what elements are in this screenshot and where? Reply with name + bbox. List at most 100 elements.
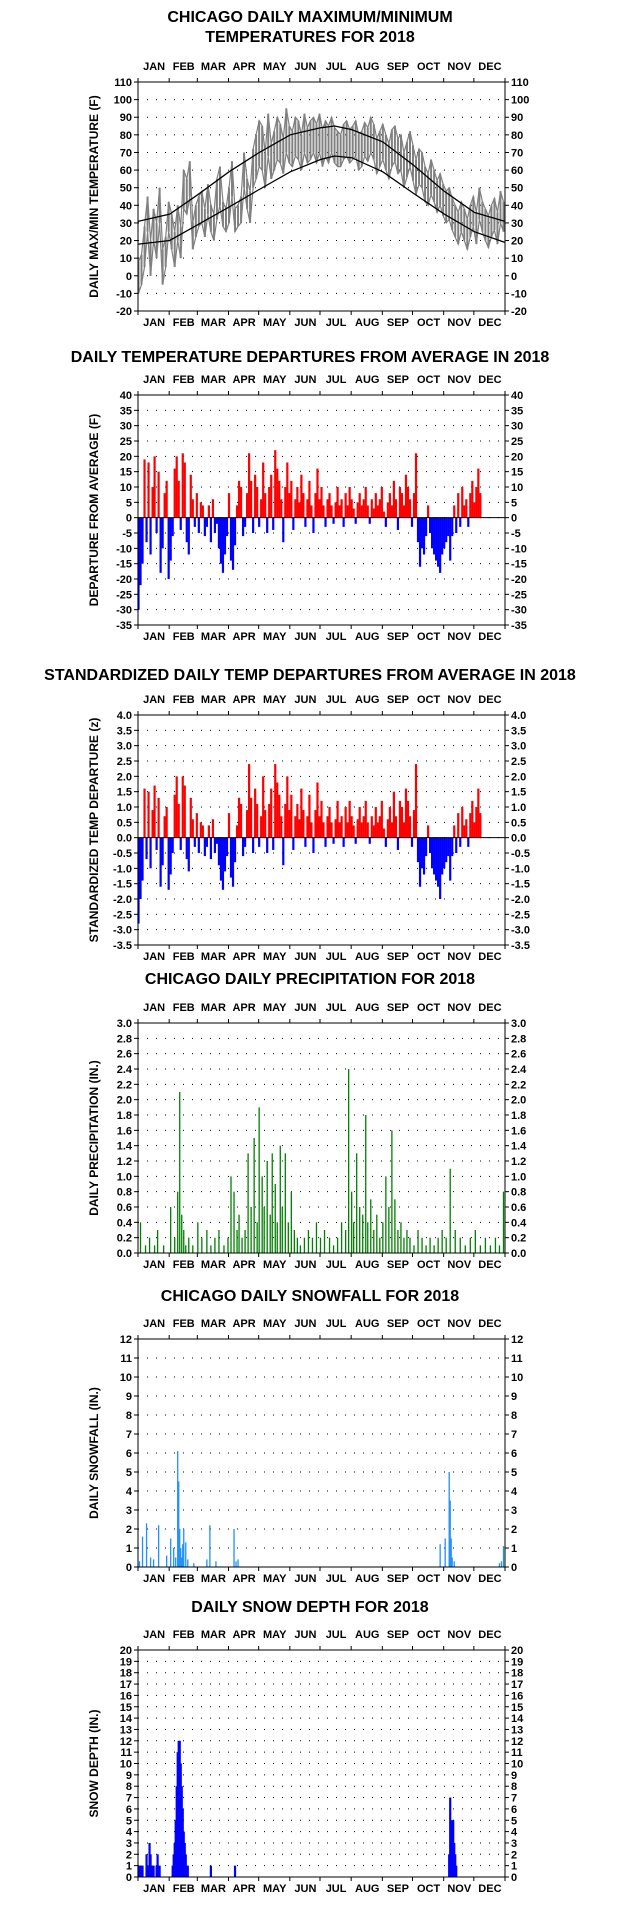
y-tick-left: -10 — [116, 288, 132, 300]
y-tick-right: 0.4 — [511, 1217, 527, 1229]
y-tick-left: 17 — [120, 1679, 132, 1691]
bar — [185, 1245, 187, 1253]
bar — [206, 1559, 208, 1567]
bar — [502, 1191, 505, 1253]
bar — [362, 816, 365, 838]
bar — [334, 819, 337, 838]
bar — [374, 493, 377, 518]
bar — [473, 502, 476, 518]
bar — [498, 1563, 501, 1567]
bar — [293, 1230, 296, 1253]
bar — [412, 810, 416, 838]
y-axis-label: SNOW DEPTH (IN.) — [87, 1710, 101, 1818]
bar — [260, 499, 263, 518]
month-label-top: MAR — [201, 1318, 226, 1330]
bar — [183, 1529, 185, 1567]
bar — [276, 782, 279, 838]
y-tick-right: 10 — [511, 1759, 523, 1771]
bar — [316, 468, 319, 518]
y-tick-right: 40 — [511, 200, 523, 212]
bar — [294, 499, 297, 518]
bar — [338, 822, 341, 838]
bar — [229, 517, 233, 561]
bar — [299, 1245, 302, 1253]
month-label-bottom: FEB — [173, 1883, 195, 1895]
month-label-bottom: MAY — [263, 1259, 287, 1271]
bar — [398, 487, 402, 518]
y-tick-right: 1.4 — [511, 1141, 527, 1153]
month-label-bottom: DEC — [478, 317, 501, 329]
bar — [425, 1245, 427, 1253]
bar — [464, 1245, 466, 1253]
bar — [217, 837, 221, 866]
y-tick-left: 60 — [120, 165, 132, 177]
bar — [290, 480, 293, 518]
month-label-top: APR — [232, 61, 255, 73]
bar — [197, 517, 200, 533]
bar — [445, 837, 448, 863]
month-label-bottom: SEP — [387, 631, 409, 643]
month-label-top: JAN — [143, 374, 165, 386]
bar — [161, 837, 164, 866]
y-tick-right: 8 — [511, 1410, 517, 1422]
bar — [298, 502, 301, 518]
bar — [494, 1237, 497, 1253]
bar — [284, 803, 287, 838]
bar — [429, 1237, 431, 1253]
bar — [175, 1557, 177, 1567]
month-label-top: AUG — [355, 61, 379, 73]
y-tick-left: 0.0 — [117, 1248, 132, 1260]
bar — [307, 1230, 310, 1253]
bar — [193, 1563, 195, 1567]
bar — [334, 502, 337, 518]
month-label-bottom: MAY — [263, 1573, 287, 1585]
bar — [189, 797, 192, 838]
bar — [219, 517, 223, 564]
bar — [261, 1176, 263, 1253]
bar — [264, 810, 267, 838]
month-label-bottom: SEP — [387, 1259, 409, 1271]
bar — [227, 813, 231, 838]
chart-title: CHICAGO DAILY MAXIMUM/MINIMUM — [167, 9, 452, 26]
bar — [409, 1237, 411, 1253]
bar — [373, 1230, 375, 1253]
bar — [384, 837, 387, 847]
y-tick-left: 10 — [120, 482, 132, 494]
bar — [351, 1191, 353, 1253]
bar — [340, 1222, 343, 1253]
y-axis-label: STANDARDIZED TEMP DEPARTURE (z) — [87, 718, 101, 943]
bar — [451, 517, 454, 537]
y-tick-left: 0.8 — [117, 1187, 132, 1199]
bar — [181, 776, 184, 838]
y-axis-label: DAILY PRECIPITATION (IN.) — [87, 1060, 101, 1216]
month-label-top: MAY — [263, 1002, 287, 1014]
y-tick-left: -20 — [116, 306, 132, 318]
bar — [416, 837, 420, 863]
bar — [461, 487, 464, 518]
y-tick-left: 0.6 — [117, 1202, 132, 1214]
bar — [424, 517, 428, 537]
y-tick-left: -3.5 — [113, 940, 132, 952]
bar — [268, 487, 271, 518]
bar — [243, 837, 247, 847]
y-tick-left: 10 — [120, 1759, 132, 1771]
y-tick-right: 0.0 — [511, 1248, 526, 1260]
y-tick-right: -3.0 — [511, 925, 530, 937]
bar — [152, 1865, 155, 1877]
y-tick-right: -0.5 — [511, 848, 530, 860]
month-label-bottom: JAN — [143, 951, 165, 963]
bar — [197, 837, 200, 853]
bar — [439, 837, 442, 899]
y-tick-left: 8 — [126, 1410, 132, 1422]
bar — [227, 1237, 229, 1253]
bar — [365, 1115, 367, 1253]
bar — [378, 816, 381, 838]
month-label-top: FEB — [173, 1002, 195, 1014]
month-label-bottom: MAY — [263, 631, 287, 643]
bar — [266, 517, 269, 533]
bar — [364, 487, 367, 518]
y-tick-right: 40 — [511, 390, 523, 402]
bar — [287, 1222, 289, 1253]
y-tick-right: 25 — [511, 436, 523, 448]
month-label-top: MAY — [263, 1629, 287, 1641]
